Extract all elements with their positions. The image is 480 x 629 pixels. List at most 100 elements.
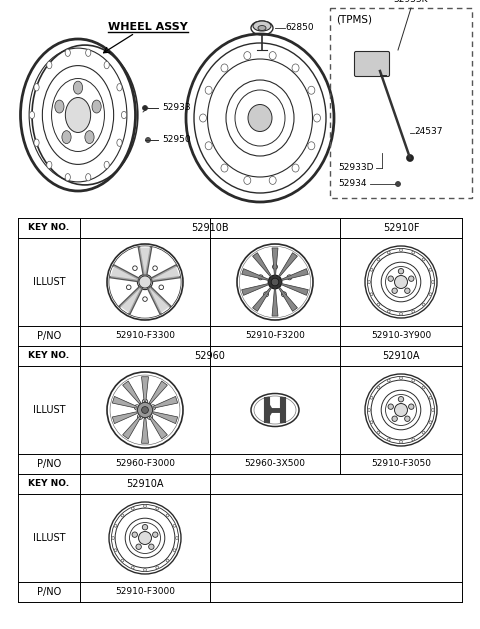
Polygon shape bbox=[139, 248, 151, 274]
Bar bbox=[330, 8, 472, 198]
Circle shape bbox=[396, 182, 400, 187]
Ellipse shape bbox=[422, 386, 425, 389]
Text: P/NO: P/NO bbox=[37, 587, 61, 597]
Text: 52910A: 52910A bbox=[382, 351, 420, 361]
Ellipse shape bbox=[398, 269, 404, 274]
Ellipse shape bbox=[47, 161, 52, 169]
Ellipse shape bbox=[388, 276, 394, 281]
Ellipse shape bbox=[159, 285, 164, 289]
Ellipse shape bbox=[142, 406, 148, 413]
Ellipse shape bbox=[244, 52, 251, 60]
Ellipse shape bbox=[253, 21, 271, 31]
Ellipse shape bbox=[132, 507, 134, 510]
Text: ILLUST: ILLUST bbox=[33, 533, 65, 543]
Ellipse shape bbox=[248, 104, 272, 131]
Ellipse shape bbox=[166, 514, 169, 517]
Ellipse shape bbox=[412, 251, 415, 254]
Ellipse shape bbox=[287, 275, 292, 280]
Ellipse shape bbox=[432, 281, 434, 284]
Text: 52910-F3000: 52910-F3000 bbox=[115, 587, 175, 596]
Ellipse shape bbox=[429, 396, 432, 399]
Polygon shape bbox=[152, 265, 180, 281]
Text: 52933D: 52933D bbox=[338, 164, 373, 172]
Ellipse shape bbox=[377, 431, 380, 434]
Text: 52910A: 52910A bbox=[126, 479, 164, 489]
Ellipse shape bbox=[136, 544, 141, 550]
Ellipse shape bbox=[104, 62, 109, 69]
Ellipse shape bbox=[147, 414, 153, 420]
Ellipse shape bbox=[29, 111, 35, 119]
Text: 52960: 52960 bbox=[194, 351, 226, 361]
Ellipse shape bbox=[114, 549, 117, 552]
Ellipse shape bbox=[269, 176, 276, 184]
Text: 52960-F3000: 52960-F3000 bbox=[115, 460, 175, 469]
Ellipse shape bbox=[392, 288, 397, 294]
Ellipse shape bbox=[143, 399, 148, 404]
Ellipse shape bbox=[377, 258, 380, 261]
Ellipse shape bbox=[429, 421, 432, 423]
Text: P/NO: P/NO bbox=[37, 331, 61, 341]
Polygon shape bbox=[149, 416, 168, 439]
Ellipse shape bbox=[268, 275, 282, 289]
Ellipse shape bbox=[244, 176, 251, 184]
Ellipse shape bbox=[400, 377, 402, 379]
Text: 62850: 62850 bbox=[285, 23, 313, 33]
Text: ILLUST: ILLUST bbox=[33, 277, 65, 287]
Text: 52910-F3050: 52910-F3050 bbox=[371, 460, 431, 469]
Ellipse shape bbox=[73, 81, 83, 94]
Ellipse shape bbox=[62, 131, 71, 143]
Ellipse shape bbox=[392, 416, 397, 421]
FancyBboxPatch shape bbox=[355, 52, 389, 77]
Ellipse shape bbox=[112, 537, 115, 540]
Ellipse shape bbox=[173, 525, 176, 527]
Ellipse shape bbox=[368, 281, 371, 284]
Polygon shape bbox=[252, 287, 272, 311]
Ellipse shape bbox=[370, 421, 373, 423]
Polygon shape bbox=[281, 269, 308, 281]
Polygon shape bbox=[265, 401, 274, 420]
Text: KEY NO.: KEY NO. bbox=[28, 479, 70, 489]
Ellipse shape bbox=[313, 114, 321, 122]
Ellipse shape bbox=[117, 84, 122, 91]
Polygon shape bbox=[148, 287, 170, 313]
Ellipse shape bbox=[370, 269, 373, 271]
Ellipse shape bbox=[134, 404, 140, 410]
Ellipse shape bbox=[281, 292, 287, 297]
Ellipse shape bbox=[143, 297, 147, 301]
Ellipse shape bbox=[153, 266, 157, 270]
Ellipse shape bbox=[139, 276, 151, 288]
Ellipse shape bbox=[114, 525, 117, 527]
Ellipse shape bbox=[221, 164, 228, 172]
Ellipse shape bbox=[422, 431, 425, 434]
Polygon shape bbox=[122, 416, 141, 439]
Polygon shape bbox=[272, 248, 278, 275]
Ellipse shape bbox=[308, 142, 315, 150]
Ellipse shape bbox=[264, 292, 268, 297]
Ellipse shape bbox=[126, 285, 131, 289]
Polygon shape bbox=[120, 287, 142, 313]
Ellipse shape bbox=[132, 532, 137, 537]
Ellipse shape bbox=[205, 142, 212, 150]
Ellipse shape bbox=[149, 544, 154, 550]
Ellipse shape bbox=[258, 26, 266, 30]
Ellipse shape bbox=[271, 278, 279, 286]
Polygon shape bbox=[278, 287, 298, 311]
Text: 52910-F3200: 52910-F3200 bbox=[245, 331, 305, 340]
Ellipse shape bbox=[85, 49, 91, 57]
Ellipse shape bbox=[200, 114, 206, 122]
Ellipse shape bbox=[269, 52, 276, 60]
Ellipse shape bbox=[387, 379, 390, 382]
Ellipse shape bbox=[292, 164, 299, 172]
Polygon shape bbox=[252, 253, 272, 277]
Ellipse shape bbox=[55, 100, 64, 113]
Circle shape bbox=[407, 155, 413, 162]
Ellipse shape bbox=[144, 504, 146, 508]
Ellipse shape bbox=[412, 379, 415, 382]
Ellipse shape bbox=[432, 409, 434, 411]
Ellipse shape bbox=[387, 251, 390, 254]
Ellipse shape bbox=[368, 409, 371, 411]
Ellipse shape bbox=[173, 549, 176, 552]
Text: 52910F: 52910F bbox=[383, 223, 419, 233]
Ellipse shape bbox=[34, 139, 39, 147]
Polygon shape bbox=[272, 289, 278, 316]
